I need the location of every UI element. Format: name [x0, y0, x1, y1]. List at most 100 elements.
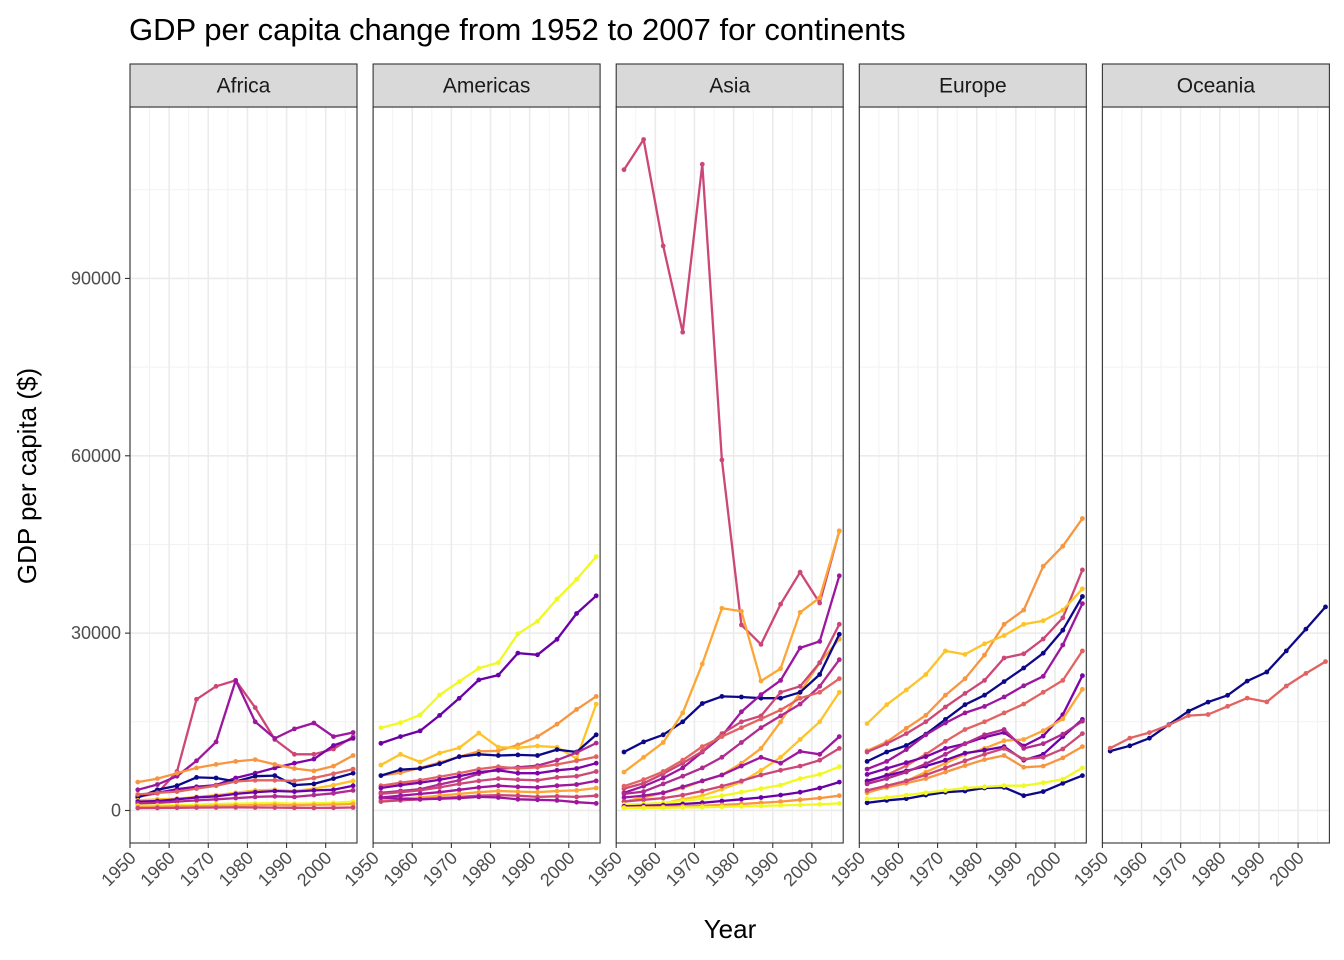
data-point	[593, 593, 599, 599]
series-line	[137, 754, 354, 784]
data-point	[797, 610, 803, 615]
series-line	[866, 732, 1084, 792]
data-point	[1080, 586, 1085, 592]
data-point	[797, 695, 803, 701]
data-point	[943, 720, 948, 726]
data-point	[884, 766, 890, 771]
data-point	[272, 777, 278, 783]
data-point	[233, 775, 239, 781]
data-point	[272, 793, 278, 799]
data-point	[943, 704, 948, 710]
data-point	[641, 777, 646, 783]
data-point	[943, 738, 948, 744]
data-point	[233, 805, 239, 810]
data-point	[1040, 563, 1046, 569]
series-line	[380, 779, 597, 799]
data-point	[574, 788, 579, 793]
data-point	[311, 788, 317, 793]
data-point	[476, 769, 482, 775]
data-point	[1001, 738, 1007, 744]
data-point	[554, 775, 560, 780]
data-point	[1001, 783, 1007, 789]
data-point	[923, 732, 929, 738]
data-point	[252, 773, 258, 779]
y-tick-label: 30000	[71, 623, 121, 643]
data-point	[292, 782, 297, 788]
data-point	[515, 777, 521, 783]
data-point	[884, 702, 890, 708]
data-point	[593, 801, 599, 806]
data-point	[836, 621, 842, 627]
series-line	[623, 677, 840, 788]
data-point	[884, 795, 890, 800]
data-point	[836, 676, 842, 682]
data-point	[817, 689, 823, 695]
data-point	[535, 785, 540, 790]
data-point	[174, 770, 180, 776]
data-point	[903, 796, 909, 802]
data-point	[574, 773, 579, 779]
panel-background	[616, 107, 844, 843]
data-point	[350, 783, 356, 789]
data-point	[378, 773, 384, 778]
data-point	[495, 767, 501, 773]
data-point	[817, 683, 823, 689]
data-point	[574, 707, 579, 712]
data-point	[739, 719, 744, 725]
data-point	[1001, 746, 1007, 751]
data-point	[864, 772, 870, 777]
data-point	[417, 788, 423, 793]
data-point	[515, 745, 521, 751]
data-point	[1001, 679, 1007, 684]
data-point	[417, 796, 423, 802]
data-point	[417, 780, 423, 786]
data-point	[554, 757, 560, 763]
data-point	[719, 793, 725, 799]
data-point	[719, 694, 725, 699]
series-line	[137, 772, 354, 799]
data-point	[1001, 753, 1007, 758]
data-point	[982, 784, 987, 790]
data-point	[923, 754, 929, 760]
data-point	[680, 757, 686, 763]
data-point	[836, 779, 842, 785]
data-point	[437, 796, 442, 802]
data-point	[535, 777, 540, 783]
facet-label: Europe	[939, 75, 1007, 98]
data-point	[213, 783, 219, 789]
data-point	[1060, 776, 1066, 782]
data-point	[398, 720, 403, 726]
data-point	[864, 788, 870, 793]
data-point	[437, 713, 442, 718]
data-point	[378, 725, 384, 731]
data-point	[292, 751, 297, 757]
data-point	[641, 754, 646, 760]
data-point	[495, 672, 501, 678]
data-point	[982, 641, 987, 647]
data-point	[194, 758, 199, 764]
data-point	[574, 576, 579, 582]
data-point	[554, 793, 560, 799]
data-point	[233, 678, 239, 683]
data-point	[797, 737, 803, 742]
data-point	[593, 785, 599, 791]
data-point	[621, 783, 627, 789]
data-point	[641, 797, 646, 803]
data-point	[660, 795, 666, 801]
data-point	[962, 750, 968, 756]
data-point	[982, 652, 987, 658]
data-point	[699, 744, 705, 749]
data-point	[1021, 793, 1027, 799]
data-point	[194, 805, 199, 810]
data-point	[155, 782, 160, 787]
data-point	[817, 751, 823, 757]
data-point	[962, 758, 968, 764]
facet-strip	[372, 63, 601, 108]
data-point	[923, 761, 929, 767]
data-point	[1264, 669, 1270, 675]
data-point	[817, 595, 823, 601]
data-point	[739, 763, 744, 769]
series-line	[137, 767, 354, 796]
data-point	[1080, 773, 1085, 778]
data-point	[535, 789, 540, 795]
